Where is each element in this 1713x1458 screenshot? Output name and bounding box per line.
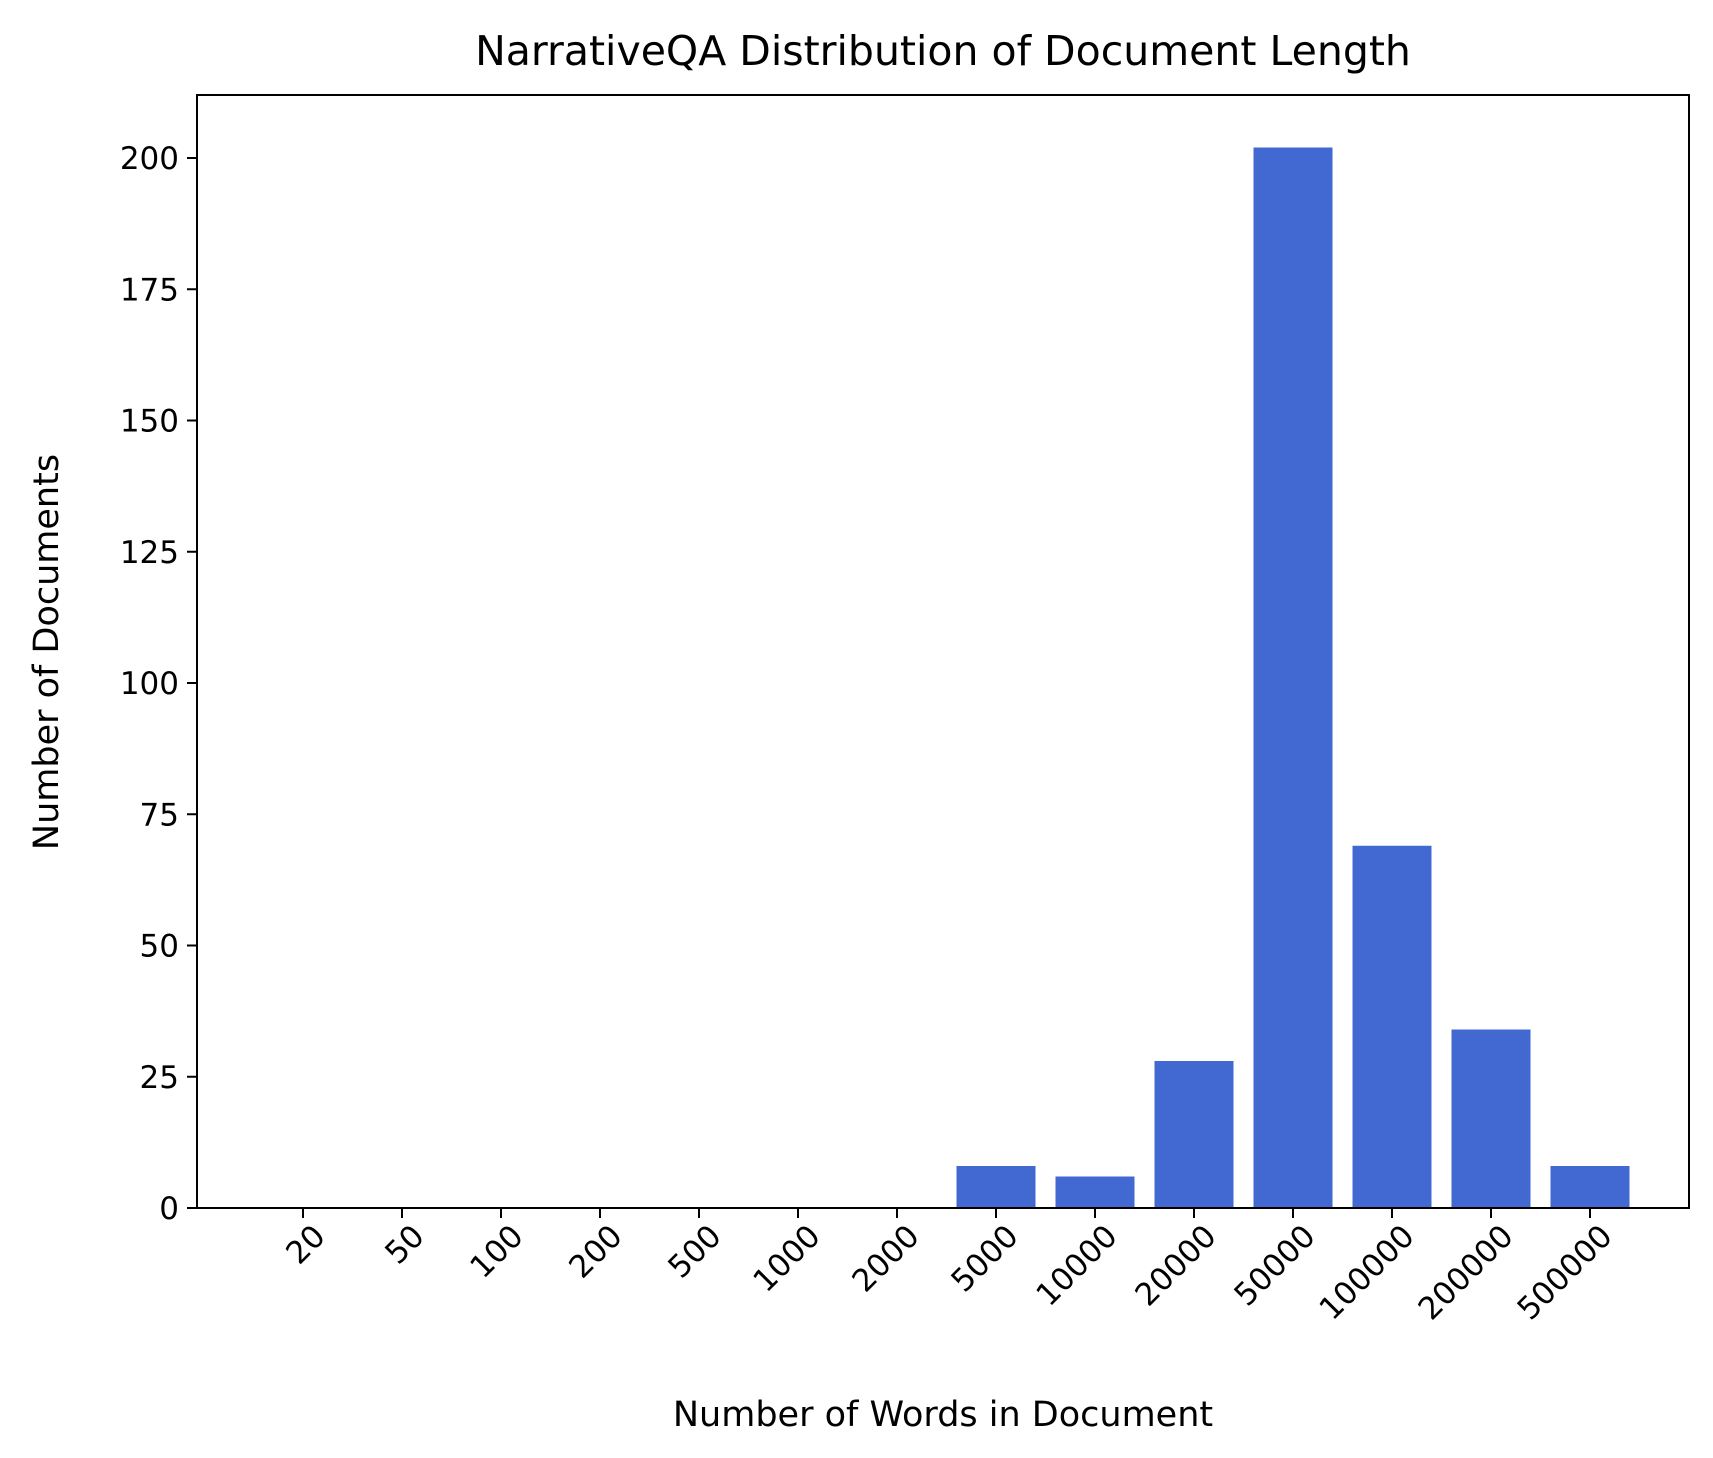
bar-100000: [1352, 845, 1432, 1208]
chart-title: NarrativeQA Distribution of Document Len…: [475, 27, 1411, 75]
y-tick-label-75: 75: [140, 797, 179, 833]
y-axis: 0 25 50 75 100 125 150 175 200: [120, 141, 197, 1227]
y-tick-label-175: 175: [120, 272, 179, 308]
y-tick-label-50: 50: [140, 929, 179, 965]
bar-50000: [1253, 147, 1333, 1208]
y-tick-label-125: 125: [120, 535, 179, 571]
y-axis-label: Number of Documents: [27, 454, 67, 850]
bar-20000: [1154, 1061, 1234, 1208]
y-tick-label-150: 150: [120, 404, 179, 440]
x-axis-label: Number of Words in Document: [673, 1395, 1213, 1435]
y-tick-label-200: 200: [120, 141, 179, 177]
plot-frame: [196, 94, 1690, 1209]
y-tick-label-25: 25: [140, 1060, 179, 1096]
bar-500000: [1550, 1166, 1630, 1208]
bar-200000: [1451, 1029, 1531, 1208]
y-tick-label-100: 100: [120, 666, 179, 702]
y-tick-label-0: 0: [159, 1191, 179, 1227]
bar-10000: [1055, 1176, 1135, 1208]
bars-group: [956, 147, 1630, 1208]
bar-5000: [956, 1166, 1036, 1208]
